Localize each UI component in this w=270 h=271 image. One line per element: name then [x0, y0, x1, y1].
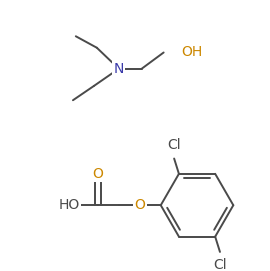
Text: N: N [114, 62, 124, 76]
Text: HO: HO [59, 198, 80, 212]
Text: O: O [92, 167, 103, 181]
Text: Cl: Cl [167, 138, 181, 152]
Text: OH: OH [182, 46, 203, 60]
Text: O: O [134, 198, 145, 212]
Text: Cl: Cl [213, 258, 227, 271]
